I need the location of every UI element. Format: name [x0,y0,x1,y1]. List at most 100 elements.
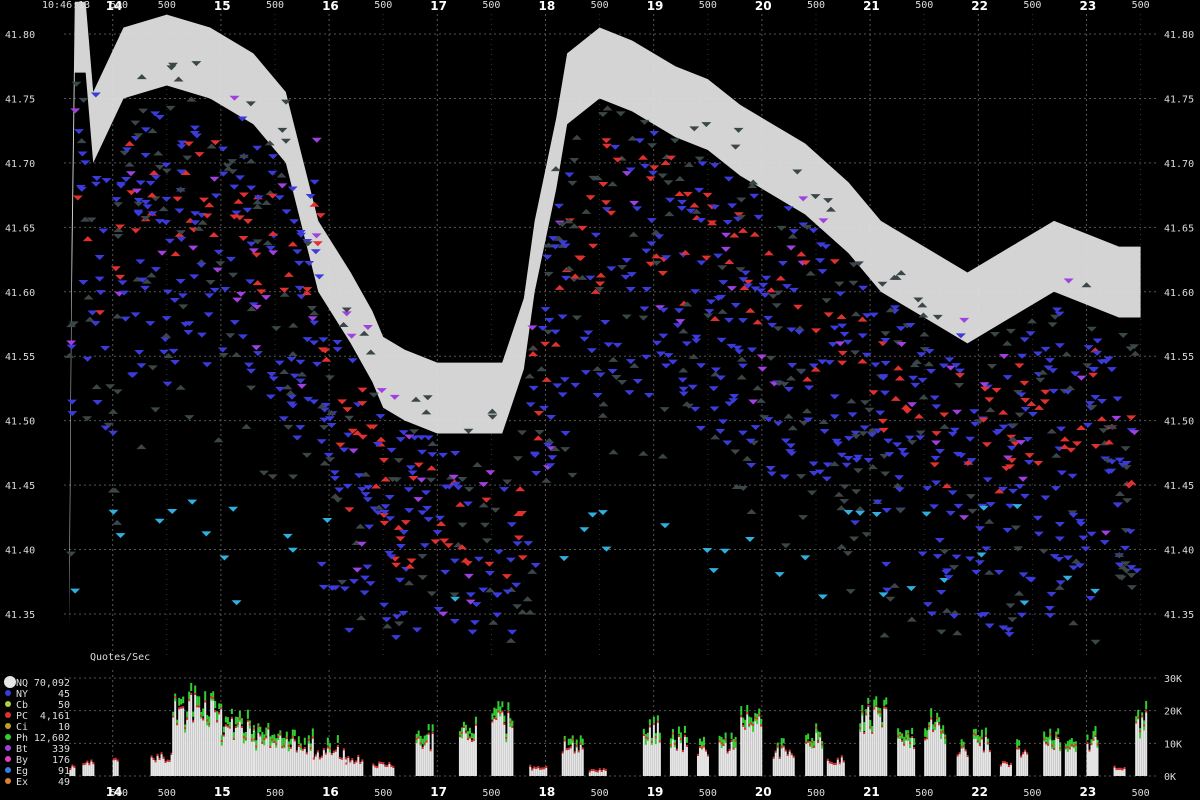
quote-marker [792,169,803,175]
volume-bar-ph [220,703,223,709]
volume-bar-pc [164,760,167,763]
bats-quote-marker [979,382,990,388]
quote-marker [867,464,878,470]
ask-quote-marker [577,225,588,231]
bid-quote-marker [1024,460,1035,466]
quote-marker [821,298,832,304]
quote-marker [65,551,76,557]
ask-quote-marker [900,404,911,410]
volume-bar [458,737,461,776]
volume-bar-pc [84,762,87,765]
quote-marker [1035,377,1046,383]
bid-quote-marker [724,401,735,407]
quote-marker [543,242,554,248]
volume-bar-ph [198,696,201,707]
bid-quote-marker [316,561,327,567]
volume-bar [499,714,502,776]
ask-quote-marker [606,210,617,216]
quote-marker [245,101,256,107]
volume-bar-pc [1051,744,1054,747]
volume-bar-pc [238,717,241,720]
volume-bar-pc [1070,744,1073,747]
quote-marker [252,204,263,210]
bid-quote-marker [134,349,145,355]
legend-count: 339 [52,744,70,755]
edge-quote-marker [219,555,230,561]
edge-quote-marker [201,531,212,537]
quote-marker [325,457,336,463]
quote-marker [571,134,582,140]
quote-marker [807,490,818,496]
bid-quote-marker [1125,529,1136,535]
volume-bar [654,738,657,776]
bid-quote-marker [753,214,764,220]
quote-marker [373,504,384,510]
volume-bar-ph [253,731,256,742]
quote-marker [581,208,592,214]
bats-quote-marker [959,317,970,323]
bid-quote-marker [665,197,676,203]
time-tick-label-bottom: 22 [971,785,988,799]
bid-quote-marker [213,249,224,255]
bid-quote-marker [440,569,451,575]
volume-bar-pc [944,736,947,739]
volume-bar [188,701,191,776]
volume-bar-pc [429,749,432,752]
bid-quote-marker [1080,546,1091,552]
bats-quote-marker [757,366,768,372]
bid-quote-marker [829,325,840,331]
volume-bar-pc [740,715,743,718]
volume-bar [807,742,810,776]
volume-bar-pc [505,736,508,739]
volume-bar-pc [903,743,906,746]
bid-quote-marker [850,520,861,526]
quote-marker [154,164,165,170]
volume-bar-pc [1018,747,1021,750]
legend-symbol: NY [16,689,28,700]
volume-bar-pc [332,750,335,753]
edge-quote-marker [800,555,811,561]
volume-bar-pc [842,760,845,763]
volume-bar-ph [871,726,874,734]
bid-quote-marker [663,353,674,359]
volume-bar-ph [1059,742,1062,752]
volume-bar-pc [832,762,835,765]
bid-quote-marker [1067,473,1078,479]
volume-bar-pc [790,753,793,756]
quote-marker [68,321,79,327]
volume-bar-pc [974,733,977,736]
volume-bar [784,751,787,776]
ask-quote-marker [457,544,468,550]
volume-bar [730,741,733,776]
volume-bar [958,754,961,776]
volume-bar [1070,746,1073,776]
bid-quote-marker [423,517,434,523]
volume-bar-ph [926,730,929,739]
edge-quote-marker [871,512,882,518]
bid-quote-marker [965,436,976,442]
volume-bar-pc [216,720,219,723]
bats-quote-marker [229,95,240,101]
ask-quote-marker [279,287,290,293]
bid-quote-marker [694,187,705,193]
legend-count: 4,161 [40,711,70,722]
bats-quote-marker [748,399,759,405]
volume-bar [186,719,189,776]
quote-marker [823,198,834,204]
bid-quote-marker [1054,343,1065,349]
quote-marker [989,331,1000,337]
volume-bar-pc [380,761,383,764]
bid-quote-marker [929,504,940,510]
ask-quote-marker [601,138,612,144]
time-minor-label-top: 500 [1132,0,1150,11]
quote-marker [563,218,574,224]
bid-quote-marker [982,477,993,483]
volume-bar [575,746,578,776]
quote-marker [417,553,428,559]
time-tick-label-bottom: 19 [647,785,664,799]
volume-bar-ph [944,734,947,745]
volume-bar [267,729,270,776]
volume-bar [90,761,93,776]
bid-quote-marker [550,244,561,250]
volume-bar-pc [291,735,294,738]
